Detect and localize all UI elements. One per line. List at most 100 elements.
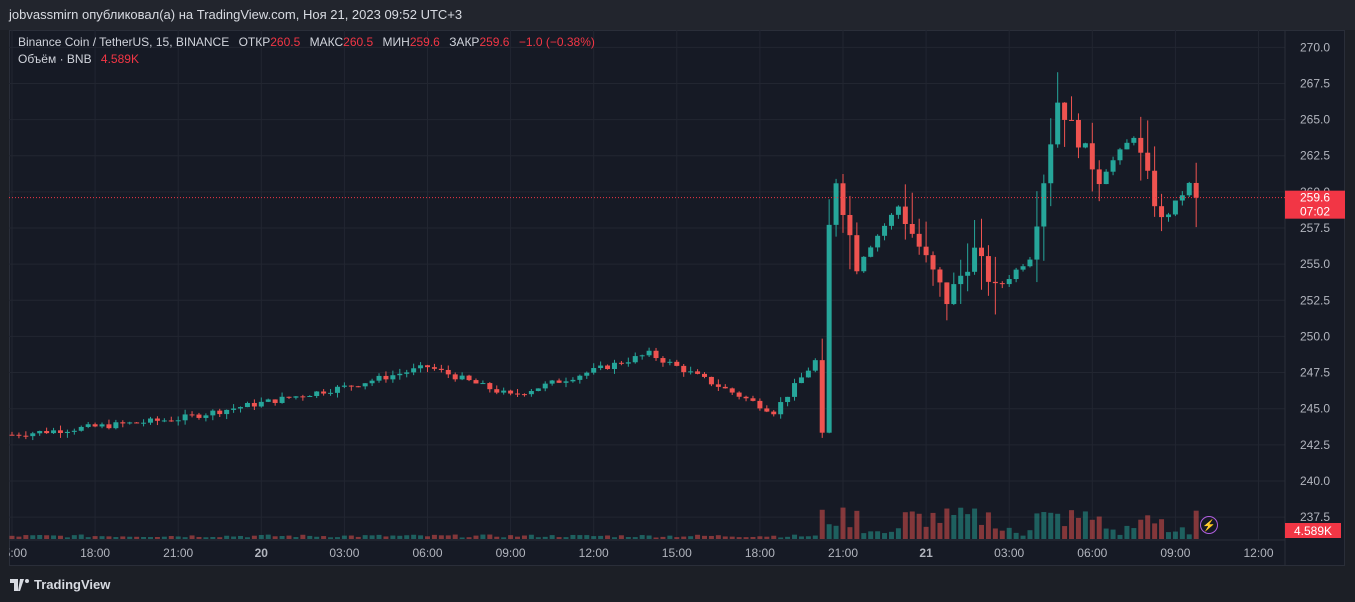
candle-body xyxy=(826,224,832,433)
high-label: МАКС xyxy=(309,35,344,49)
time-tick-label: 12:00 xyxy=(579,546,609,560)
volume-bar xyxy=(9,535,15,539)
price-tick-label: 252.5 xyxy=(1300,293,1330,307)
candle-body xyxy=(923,246,929,256)
time-tick-label: 06:00 xyxy=(1077,546,1107,560)
volume-bar xyxy=(992,528,998,539)
lightning-icon[interactable]: ⚡ xyxy=(1200,516,1218,534)
close-label: ЗАКР xyxy=(449,35,480,49)
candle-body xyxy=(411,368,417,373)
candle-body xyxy=(452,374,458,380)
candle-body xyxy=(729,388,735,393)
price-tick-label: 267.5 xyxy=(1300,76,1330,90)
candlestick-chart[interactable]: 270.0267.5265.0262.5260.0257.5255.0252.5… xyxy=(9,30,1345,566)
volume-bar xyxy=(459,537,465,539)
candle-body xyxy=(390,375,396,380)
price-tick-label: 245.0 xyxy=(1300,402,1330,416)
candle-body xyxy=(307,395,313,397)
candle-body xyxy=(764,408,770,412)
candle-body xyxy=(888,214,894,226)
volume-bar xyxy=(127,536,133,539)
volume-bar xyxy=(528,534,534,539)
candle-body xyxy=(660,358,666,363)
candle-body xyxy=(355,386,361,388)
grid xyxy=(9,30,1286,566)
volume-bar xyxy=(168,536,174,539)
volume-bar xyxy=(328,537,334,539)
time-tick-label: 06:00 xyxy=(412,546,442,560)
candle-body xyxy=(611,362,617,370)
volume-bar xyxy=(1165,532,1171,539)
candle-body xyxy=(175,420,181,422)
time-tick-label: 21:00 xyxy=(163,546,193,560)
volume-bar xyxy=(1020,535,1026,539)
candle-body xyxy=(16,434,22,436)
volume-marker-label: 4.589K xyxy=(1294,524,1332,538)
candle-body xyxy=(528,391,534,395)
brand[interactable]: TradingView xyxy=(10,577,110,592)
candle-body xyxy=(805,370,811,378)
price-tick-label: 242.5 xyxy=(1300,438,1330,452)
volume-bar xyxy=(411,534,417,539)
candle-body xyxy=(1034,226,1040,260)
volume-bar xyxy=(348,535,354,539)
volume-bar xyxy=(376,534,382,539)
time-tick-label: 09:00 xyxy=(496,546,526,560)
open-value: 260.5 xyxy=(270,35,301,49)
candle-body xyxy=(445,369,451,375)
volume-bar xyxy=(1186,534,1192,539)
candle-body xyxy=(1013,269,1019,280)
symbol-name[interactable]: Binance Coin / TetherUS, 15, BINANCE xyxy=(18,35,230,49)
volume-bar xyxy=(840,507,846,539)
volume-bar xyxy=(764,536,770,539)
candle-body xyxy=(272,399,278,403)
candle-body xyxy=(1020,266,1026,270)
low-value: 259.6 xyxy=(409,35,440,49)
candle-body xyxy=(57,430,63,433)
volume-bar xyxy=(1152,523,1158,539)
candle-body xyxy=(501,390,507,393)
volume-bar xyxy=(577,535,583,539)
volume-bar xyxy=(369,535,375,539)
candle-body xyxy=(286,396,292,398)
volume-bar xyxy=(923,526,929,539)
volume-bar xyxy=(265,534,271,539)
volume-bar xyxy=(1096,516,1102,539)
time-tick-label: 03:00 xyxy=(994,546,1024,560)
candle-body xyxy=(431,367,437,369)
price-tick-label: 270.0 xyxy=(1300,40,1330,54)
volume-bar xyxy=(210,537,216,539)
volume-bar xyxy=(854,510,860,539)
candle-body xyxy=(314,391,320,396)
candle-body xyxy=(515,393,521,395)
volume-bar xyxy=(362,535,368,539)
volume-bar xyxy=(702,535,707,539)
volume-bar xyxy=(341,535,347,539)
candle-body xyxy=(598,365,604,369)
volume-bar xyxy=(1172,531,1178,539)
price-tick-label: 250.0 xyxy=(1300,329,1330,343)
volume-bar xyxy=(819,509,825,539)
price-tick-label: 247.5 xyxy=(1300,366,1330,380)
volume-bar xyxy=(37,534,43,539)
candle-body xyxy=(951,284,957,305)
volume-label[interactable]: Объём · BNB xyxy=(18,52,92,66)
price-tick-label: 257.5 xyxy=(1300,221,1330,235)
candle-body xyxy=(64,431,70,433)
volume-bar xyxy=(508,535,514,539)
low-label: МИН xyxy=(382,35,410,49)
volume-bar xyxy=(618,535,624,539)
candle-body xyxy=(743,396,749,399)
volume-bar xyxy=(785,536,791,539)
volume-bar xyxy=(902,512,908,539)
candle-body xyxy=(757,400,763,409)
candle-body xyxy=(916,233,922,247)
candle-body xyxy=(653,350,659,359)
volume-bar xyxy=(134,536,140,539)
volume-bar xyxy=(224,535,230,539)
candle-body xyxy=(161,420,167,422)
candle-body xyxy=(563,381,569,383)
volume-bar xyxy=(639,535,645,539)
candle-body xyxy=(882,225,888,236)
volume-bar xyxy=(646,535,652,539)
